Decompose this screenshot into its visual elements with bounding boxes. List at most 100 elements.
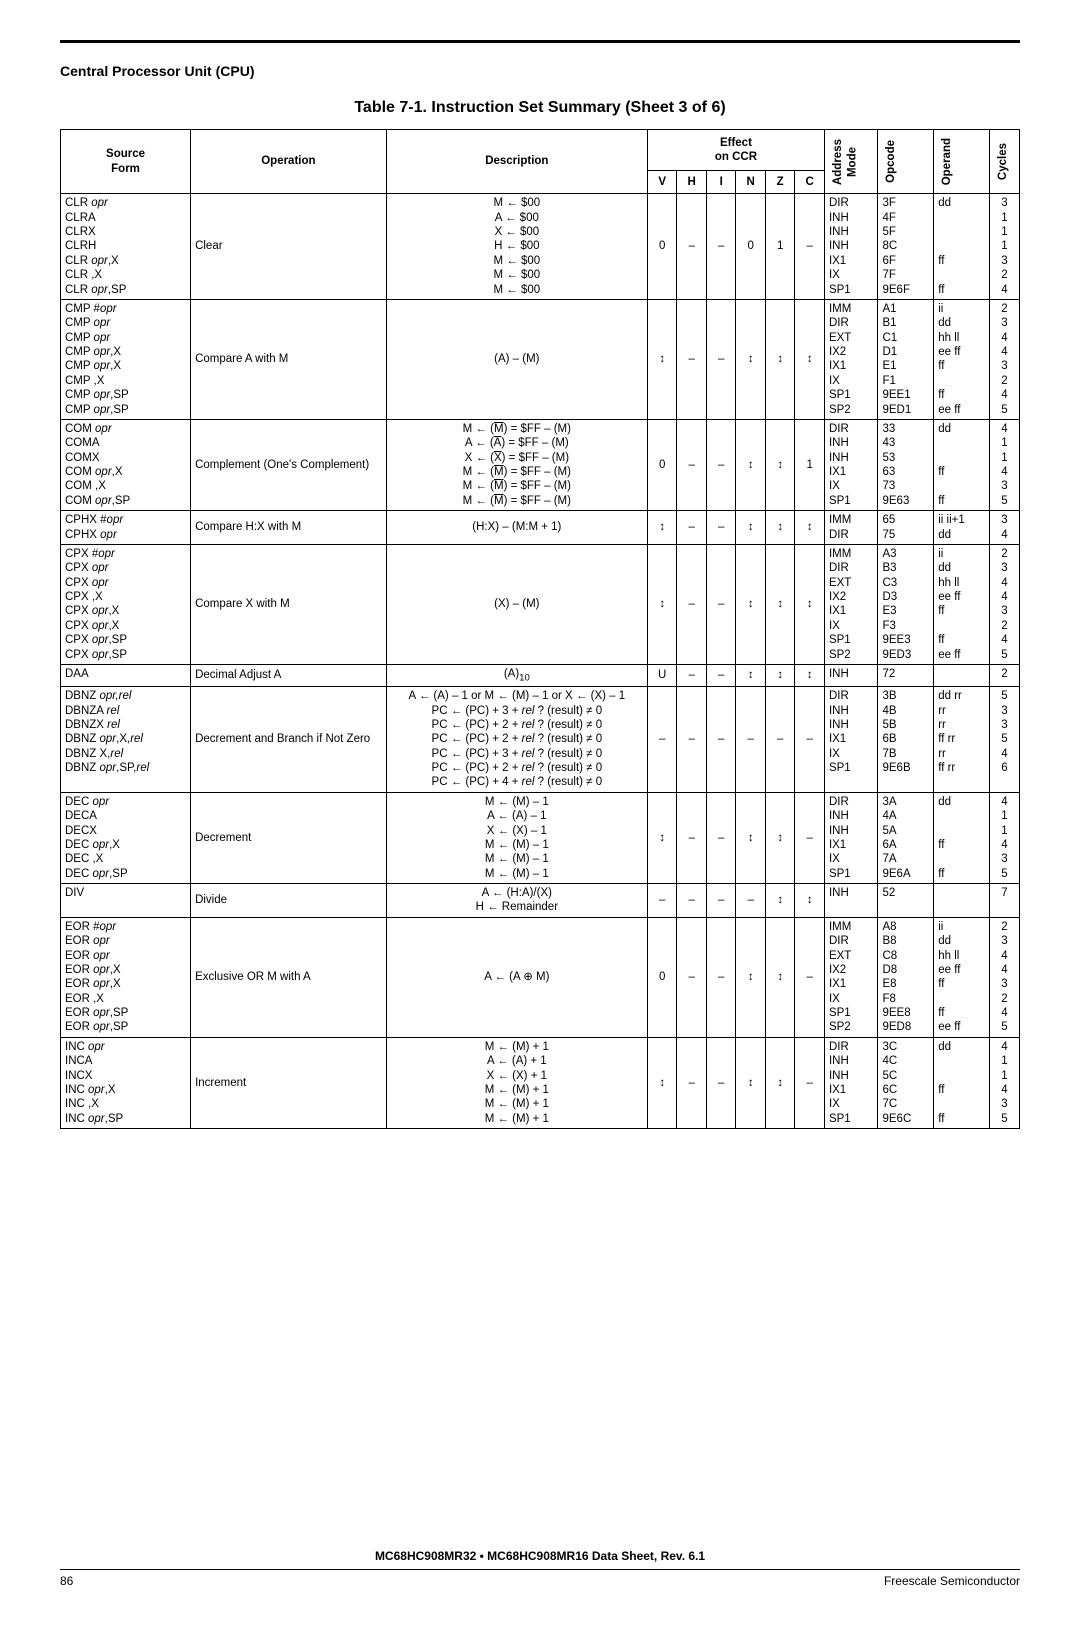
table-cell: EOR #oprEOR oprEOR oprEOR opr,XEOR opr,X… [61, 917, 191, 1037]
table-cell: ↕ [736, 299, 766, 419]
table-cell: ↕ [765, 664, 795, 686]
table-cell: – [677, 511, 707, 545]
table-cell: – [706, 664, 736, 686]
table-cell: Decrement and Branch if Not Zero [191, 687, 387, 793]
table-cell: Divide [191, 884, 387, 918]
table-cell: 72 [878, 664, 934, 686]
table-cell: IMMDIREXTIX2IX1IXSP1SP2 [824, 917, 878, 1037]
table-cell: – [795, 792, 825, 883]
table-cell: – [706, 419, 736, 510]
table-cell: ↕ [765, 511, 795, 545]
col-operand: Operand [934, 130, 990, 194]
table-cell: – [677, 792, 707, 883]
table-cell: DIV [61, 884, 191, 918]
table-cell: – [765, 687, 795, 793]
table-cell: U [647, 664, 677, 686]
table-cell: ↕ [765, 884, 795, 918]
table-cell: CPX #oprCPX oprCPX oprCPX ,XCPX opr,XCPX… [61, 544, 191, 664]
table-cell: 23443245 [989, 299, 1019, 419]
col-z: Z [765, 170, 795, 193]
table-cell: – [677, 917, 707, 1037]
table-cell: IMMDIR [824, 511, 878, 545]
table-cell: ↕ [765, 1037, 795, 1128]
table-cell: 52 [878, 884, 934, 918]
table-cell: Exclusive OR M with A [191, 917, 387, 1037]
table-cell: – [706, 792, 736, 883]
footer-doc-title: MC68HC908MR32 • MC68HC908MR16 Data Sheet… [60, 1549, 1020, 1563]
table-cell: CLR oprCLRACLRXCLRHCLR opr,XCLR ,XCLR op… [61, 194, 191, 300]
table-cell: ↕ [736, 792, 766, 883]
table-cell: 1 [765, 194, 795, 300]
table-cell: 3C4C5C6C7C9E6C [878, 1037, 934, 1128]
table-cell: DIRINHINHIX1IXSP1 [824, 687, 878, 793]
table-cell: ↕ [647, 299, 677, 419]
table-cell: A ← (A) – 1 or M ← (M) – 1 or X ← (X) – … [386, 687, 647, 793]
table-cell: Compare H:X with M [191, 511, 387, 545]
table-cell: ddffff [934, 1037, 990, 1128]
table-cell: – [677, 299, 707, 419]
table-cell: – [706, 544, 736, 664]
table-row: DAADecimal Adjust A(A)10U––↕↕↕INH722 [61, 664, 1020, 686]
table-cell: DEC oprDECADECXDEC opr,XDEC ,XDEC opr,SP [61, 792, 191, 883]
table-cell: ↕ [647, 511, 677, 545]
table-cell: ↕ [736, 544, 766, 664]
table-cell: 2 [989, 664, 1019, 686]
table-cell: iiddhh llee ffffffee ff [934, 544, 990, 664]
table-cell: IMMDIREXTIX2IX1IXSP1SP2 [824, 544, 878, 664]
table-cell: ↕ [736, 917, 766, 1037]
table-cell: 33435363739E63 [878, 419, 934, 510]
table-cell: M ← (M) + 1A ← (A) + 1X ← (X) + 1M ← (M)… [386, 1037, 647, 1128]
table-cell: – [677, 687, 707, 793]
table-cell: ↕ [647, 544, 677, 664]
table-cell: 0 [647, 194, 677, 300]
table-cell: – [677, 884, 707, 918]
table-cell: ↕ [736, 664, 766, 686]
table-cell: ↕ [765, 792, 795, 883]
table-cell: INH [824, 664, 878, 686]
footer-rule [60, 1569, 1020, 1570]
table-cell: – [677, 194, 707, 300]
table-cell: 411435 [989, 1037, 1019, 1128]
table-title: Table 7-1. Instruction Set Summary (Shee… [60, 99, 1020, 117]
table-cell: – [795, 687, 825, 793]
table-cell: 7 [989, 884, 1019, 918]
table-cell: M ← (M) = $FF – (M)A ← (A) = $FF – (M)X … [386, 419, 647, 510]
table-cell: 411435 [989, 792, 1019, 883]
table-cell: DBNZ opr,relDBNZA relDBNZX relDBNZ opr,X… [61, 687, 191, 793]
col-description: Description [386, 130, 647, 194]
table-cell: (H:X) – (M:M + 1) [386, 511, 647, 545]
col-addrmode: AddressMode [824, 130, 878, 194]
table-cell: INH [824, 884, 878, 918]
table-cell: ↕ [647, 1037, 677, 1128]
col-i: I [706, 170, 736, 193]
table-cell: INC oprINCAINCXINC opr,XINC ,XINC opr,SP [61, 1037, 191, 1128]
table-cell: CMP #oprCMP oprCMP oprCMP opr,XCMP opr,X… [61, 299, 191, 419]
table-head: SourceForm Operation Description Effecto… [61, 130, 1020, 194]
col-source: SourceForm [61, 130, 191, 194]
table-cell: DIRINHINHIX1IXSP1 [824, 1037, 878, 1128]
table-cell: Compare X with M [191, 544, 387, 664]
table-cell: Clear [191, 194, 387, 300]
table-cell: ↕ [795, 884, 825, 918]
table-cell: DAA [61, 664, 191, 686]
table-cell: Complement (One's Complement) [191, 419, 387, 510]
table-cell: M ← $00A ← $00X ← $00H ← $00M ← $00M ← $… [386, 194, 647, 300]
table-cell: A8B8C8D8E8F89EE89ED8 [878, 917, 934, 1037]
table-cell: A ← (A ⊕ M) [386, 917, 647, 1037]
table-row: CLR oprCLRACLRXCLRHCLR opr,XCLR ,XCLR op… [61, 194, 1020, 300]
table-cell: ↕ [795, 544, 825, 664]
table-cell: – [706, 1037, 736, 1128]
table-cell: 0 [647, 419, 677, 510]
table-cell: ↕ [647, 792, 677, 883]
table-cell: A ← (H:A)/(X)H ← Remainder [386, 884, 647, 918]
footer: MC68HC908MR32 • MC68HC908MR16 Data Sheet… [60, 1549, 1020, 1588]
table-cell: ↕ [795, 511, 825, 545]
table-cell: ddffff [934, 419, 990, 510]
table-cell: A1B1C1D1E1F19EE19ED1 [878, 299, 934, 419]
table-cell: A3B3C3D3E3F39EE39ED3 [878, 544, 934, 664]
table-cell: – [706, 917, 736, 1037]
table-cell: DIRINHINHIX1IXSP1 [824, 419, 878, 510]
table-row: DEC oprDECADECXDEC opr,XDEC ,XDEC opr,SP… [61, 792, 1020, 883]
table-cell: (A)10 [386, 664, 647, 686]
table-cell: 533546 [989, 687, 1019, 793]
